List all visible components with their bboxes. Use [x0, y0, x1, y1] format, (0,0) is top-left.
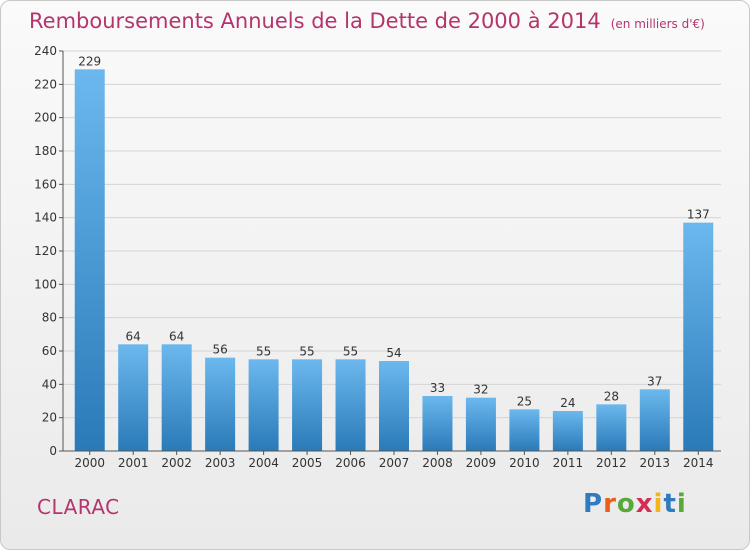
- bar-2003: [205, 357, 236, 451]
- data-label-2009: 32: [473, 383, 488, 397]
- x-tick-label-2013: 2013: [640, 456, 671, 470]
- x-tick-label-2007: 2007: [379, 456, 410, 470]
- bar-2004: [248, 359, 279, 451]
- logo-letter: i: [676, 489, 687, 519]
- bar-2007: [379, 361, 409, 451]
- y-tick-label: 20: [42, 411, 57, 425]
- bar-2000: [74, 69, 105, 451]
- chart-title-text: Remboursements Annuels de la Dette de 20…: [29, 9, 601, 33]
- bar-2008: [422, 396, 453, 451]
- bar-2009: [465, 397, 496, 451]
- data-label-2014: 137: [687, 208, 710, 222]
- bars: 229 64 64 56 55 55 55 54 33 32 25 24 28 37 137: [74, 54, 714, 451]
- x-tick-label-2004: 2004: [248, 456, 279, 470]
- x-tick-label-2006: 2006: [335, 456, 366, 470]
- data-label-2004: 55: [256, 344, 271, 358]
- data-label-2000: 229: [78, 54, 101, 68]
- bar-2011: [552, 411, 583, 451]
- bar-2005: [292, 359, 323, 451]
- x-tick-label-2009: 2009: [466, 456, 497, 470]
- logo-letter: P: [583, 489, 604, 519]
- x-tick-label-2000: 2000: [74, 456, 105, 470]
- y-tick-label: 40: [42, 377, 57, 391]
- y-tick-label: 160: [34, 177, 57, 191]
- axes: 0 20 40 60 80 100 120 140 160 180 200 220 240 2000 200…: [34, 44, 721, 470]
- data-label-2008: 33: [430, 381, 445, 395]
- x-tick-label-2005: 2005: [292, 456, 323, 470]
- bar-2012: [596, 404, 627, 451]
- chart-title: Remboursements Annuels de la Dette de 20…: [29, 9, 705, 33]
- x-tick-label-2012: 2012: [596, 456, 627, 470]
- commune-name: CLARAC: [37, 495, 120, 519]
- data-label-2005: 55: [299, 344, 314, 358]
- x-tick-label-2003: 2003: [205, 456, 236, 470]
- x-tick-label-2001: 2001: [118, 456, 149, 470]
- chart-unit: (en milliers d'€): [610, 17, 705, 31]
- y-tick-label: 240: [34, 44, 57, 58]
- proxiti-logo: Proxiti: [583, 489, 687, 519]
- y-tick-label: 140: [34, 211, 57, 225]
- y-tick-label: 80: [42, 311, 57, 325]
- y-tick-label: 120: [34, 244, 57, 258]
- logo-letter: x: [635, 489, 654, 519]
- bar-2002: [161, 344, 192, 451]
- data-label-2002: 64: [169, 329, 184, 343]
- y-tick-label: 100: [34, 277, 57, 291]
- data-label-2013: 37: [647, 374, 662, 388]
- logo-letter: t: [663, 489, 677, 519]
- y-tick-label: 180: [34, 144, 57, 158]
- data-label-2010: 25: [517, 394, 532, 408]
- logo-letter: o: [616, 489, 636, 519]
- x-tick-label-2002: 2002: [161, 456, 192, 470]
- y-tick-label: 60: [42, 344, 57, 358]
- x-tick-label-2011: 2011: [553, 456, 584, 470]
- bar-2014: [683, 222, 714, 451]
- data-label-2011: 24: [560, 396, 575, 410]
- bar-2010: [509, 409, 540, 451]
- x-tick-label-2008: 2008: [422, 456, 453, 470]
- logo-letter: r: [603, 489, 617, 519]
- y-tick-label: 220: [34, 77, 57, 91]
- bar-2006: [335, 359, 366, 451]
- data-label-2001: 64: [126, 329, 141, 343]
- bar-2013: [639, 389, 670, 451]
- data-label-2003: 56: [212, 343, 227, 357]
- data-label-2007: 54: [386, 346, 401, 360]
- bar-2001: [118, 344, 149, 451]
- x-tick-label-2010: 2010: [509, 456, 540, 470]
- logo-letter: i: [653, 489, 664, 519]
- y-tick-label: 200: [34, 111, 57, 125]
- data-label-2012: 28: [604, 389, 619, 403]
- x-tick-label-2014: 2014: [683, 456, 714, 470]
- y-tick-label: 0: [49, 444, 57, 458]
- data-label-2006: 55: [343, 344, 358, 358]
